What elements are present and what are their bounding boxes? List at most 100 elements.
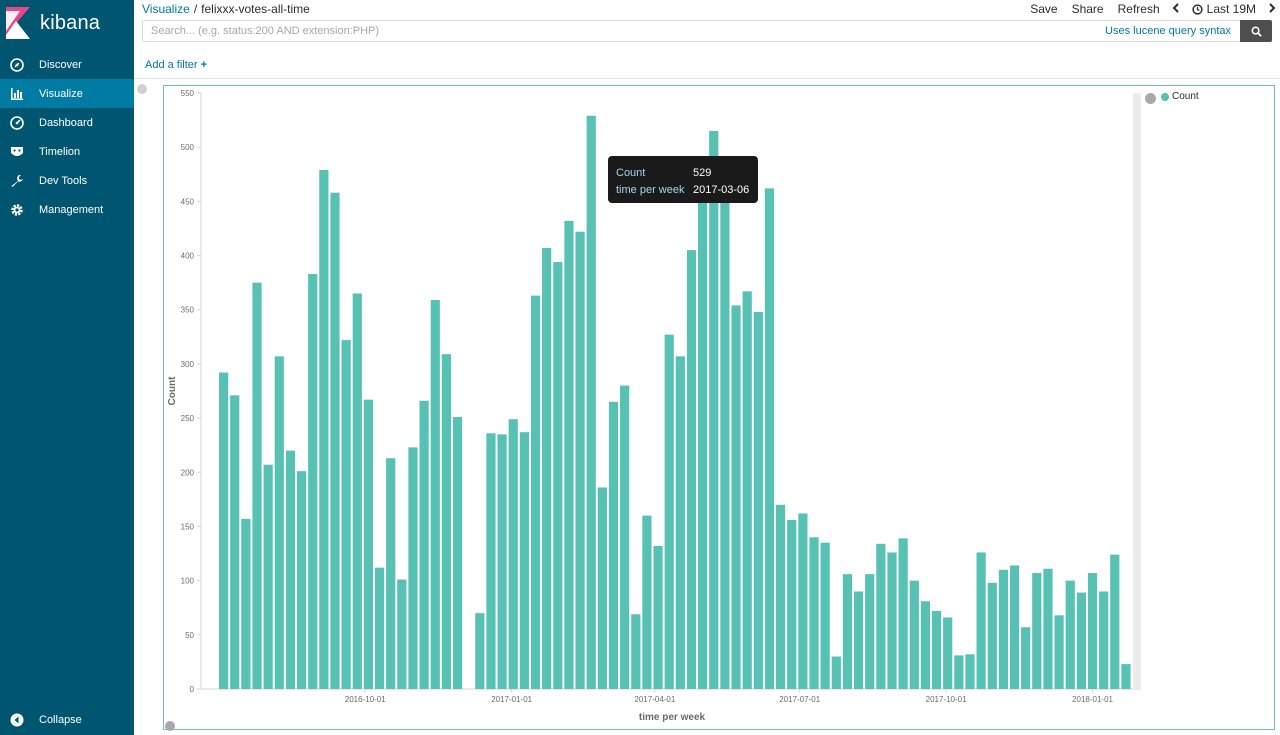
bar	[698, 176, 708, 689]
bar	[553, 262, 563, 689]
y-tick-label: 300	[181, 360, 195, 369]
bar	[842, 574, 853, 689]
chart-tooltip: Count 529 time per week 2017-03-06	[608, 156, 758, 203]
bar	[909, 580, 919, 689]
legend-toggle-icon[interactable]	[1145, 93, 1156, 104]
nav-item-visualize[interactable]: Visualize	[0, 79, 134, 108]
breadcrumb: Visualize / felixxx-votes-all-time	[142, 2, 310, 16]
x-tick-label: 2017-10-01	[926, 695, 967, 704]
bar	[1099, 591, 1109, 689]
nav-item-dev-tools[interactable]: Dev Tools	[0, 166, 134, 195]
search-input[interactable]	[143, 21, 1103, 41]
lucene-syntax-link[interactable]: Uses lucene query syntax	[1105, 25, 1231, 37]
collapse-panel-icon[interactable]	[165, 721, 175, 731]
nav-label: Timelion	[39, 145, 81, 158]
dashboard-gauge-icon	[9, 115, 25, 131]
search-button[interactable]	[1240, 20, 1272, 42]
bar	[408, 447, 418, 689]
x-tick-label: 2017-01-01	[491, 695, 532, 704]
x-tick-label: 2016-10-01	[345, 695, 386, 704]
tooltip-value: 2017-03-06	[693, 183, 750, 196]
bar	[252, 282, 262, 689]
bar	[386, 458, 396, 689]
legend-swatch	[1161, 92, 1169, 101]
bar	[564, 220, 574, 689]
share-button[interactable]: Share	[1071, 2, 1104, 16]
bar	[720, 176, 730, 689]
search-bar: Uses lucene query syntax	[142, 20, 1272, 42]
bar	[1054, 615, 1064, 689]
time-picker-button[interactable]: Last 19M	[1192, 2, 1256, 16]
bar	[296, 471, 307, 689]
bar	[441, 354, 451, 689]
top-bar: Visualize / felixxx-votes-all-time Save Sh…	[134, 0, 1280, 17]
bar	[530, 295, 541, 689]
bar	[809, 537, 819, 689]
time-forward-button[interactable]	[1268, 2, 1276, 16]
time-range-label: Last 19M	[1206, 2, 1256, 16]
save-button[interactable]: Save	[1030, 2, 1058, 16]
nav-item-dashboard[interactable]: Dashboard	[0, 108, 134, 137]
nav-list: Discover Visualize Dashboard Timelion De…	[0, 50, 134, 224]
nav-label: Visualize	[39, 87, 83, 100]
bar	[653, 545, 663, 689]
compass-icon	[9, 57, 25, 73]
bar	[274, 356, 284, 689]
x-tick-label: 2017-07-01	[779, 695, 820, 704]
nav-item-timelion[interactable]: Timelion	[0, 137, 134, 166]
tooltip-key: time per week	[616, 183, 685, 196]
bar	[831, 656, 841, 689]
bar	[631, 614, 641, 689]
nav-label: Dev Tools	[39, 174, 88, 187]
bar	[1087, 573, 1098, 689]
collapse-button[interactable]: Collapse	[0, 711, 134, 729]
breadcrumb-separator: /	[193, 2, 198, 16]
bar	[853, 591, 864, 689]
bar	[887, 552, 897, 689]
bar	[1032, 573, 1042, 689]
bar	[987, 582, 997, 689]
bar	[608, 401, 619, 689]
app-name: kibana	[40, 11, 101, 34]
sidebar-toggle-icon[interactable]	[137, 84, 147, 94]
bar	[486, 433, 496, 689]
bar	[965, 654, 975, 689]
bar	[1110, 554, 1120, 689]
bar	[452, 417, 463, 689]
bar	[865, 574, 875, 689]
nav-item-discover[interactable]: Discover	[0, 50, 134, 79]
plus-icon: +	[200, 59, 208, 71]
sidebar: kibana Discover Visualize Dashboard Time…	[0, 0, 134, 735]
nav-label: Discover	[39, 58, 82, 71]
y-tick-label: 200	[181, 468, 195, 477]
bar	[686, 250, 697, 689]
bar	[1065, 580, 1075, 689]
bar	[397, 579, 407, 689]
kibana-logo[interactable]: kibana	[0, 0, 134, 46]
y-tick-label: 100	[181, 577, 195, 586]
legend[interactable]: Count	[1161, 91, 1199, 102]
refresh-button[interactable]: Refresh	[1117, 2, 1160, 16]
wrench-icon	[9, 173, 25, 189]
y-tick-label: 250	[181, 414, 195, 423]
bar	[998, 569, 1008, 689]
bar-chart-icon	[9, 86, 25, 102]
bar	[664, 334, 674, 689]
x-tick-label: 2017-04-01	[634, 695, 675, 704]
bar	[898, 538, 908, 689]
add-filter-button[interactable]: Add a filter +	[145, 59, 207, 71]
top-actions: Save Share Refresh Last 19M	[1016, 2, 1280, 16]
bar	[597, 487, 607, 689]
time-back-button[interactable]	[1172, 2, 1180, 16]
bar	[542, 247, 552, 689]
y-tick-label: 400	[181, 252, 195, 261]
nav-item-management[interactable]: Management	[0, 195, 134, 224]
bar	[330, 192, 340, 689]
breadcrumb-visualize-link[interactable]: Visualize	[142, 2, 190, 16]
bar	[575, 231, 585, 689]
bar	[241, 518, 251, 689]
bar	[519, 432, 529, 689]
bar	[954, 655, 964, 689]
bar	[920, 601, 931, 689]
